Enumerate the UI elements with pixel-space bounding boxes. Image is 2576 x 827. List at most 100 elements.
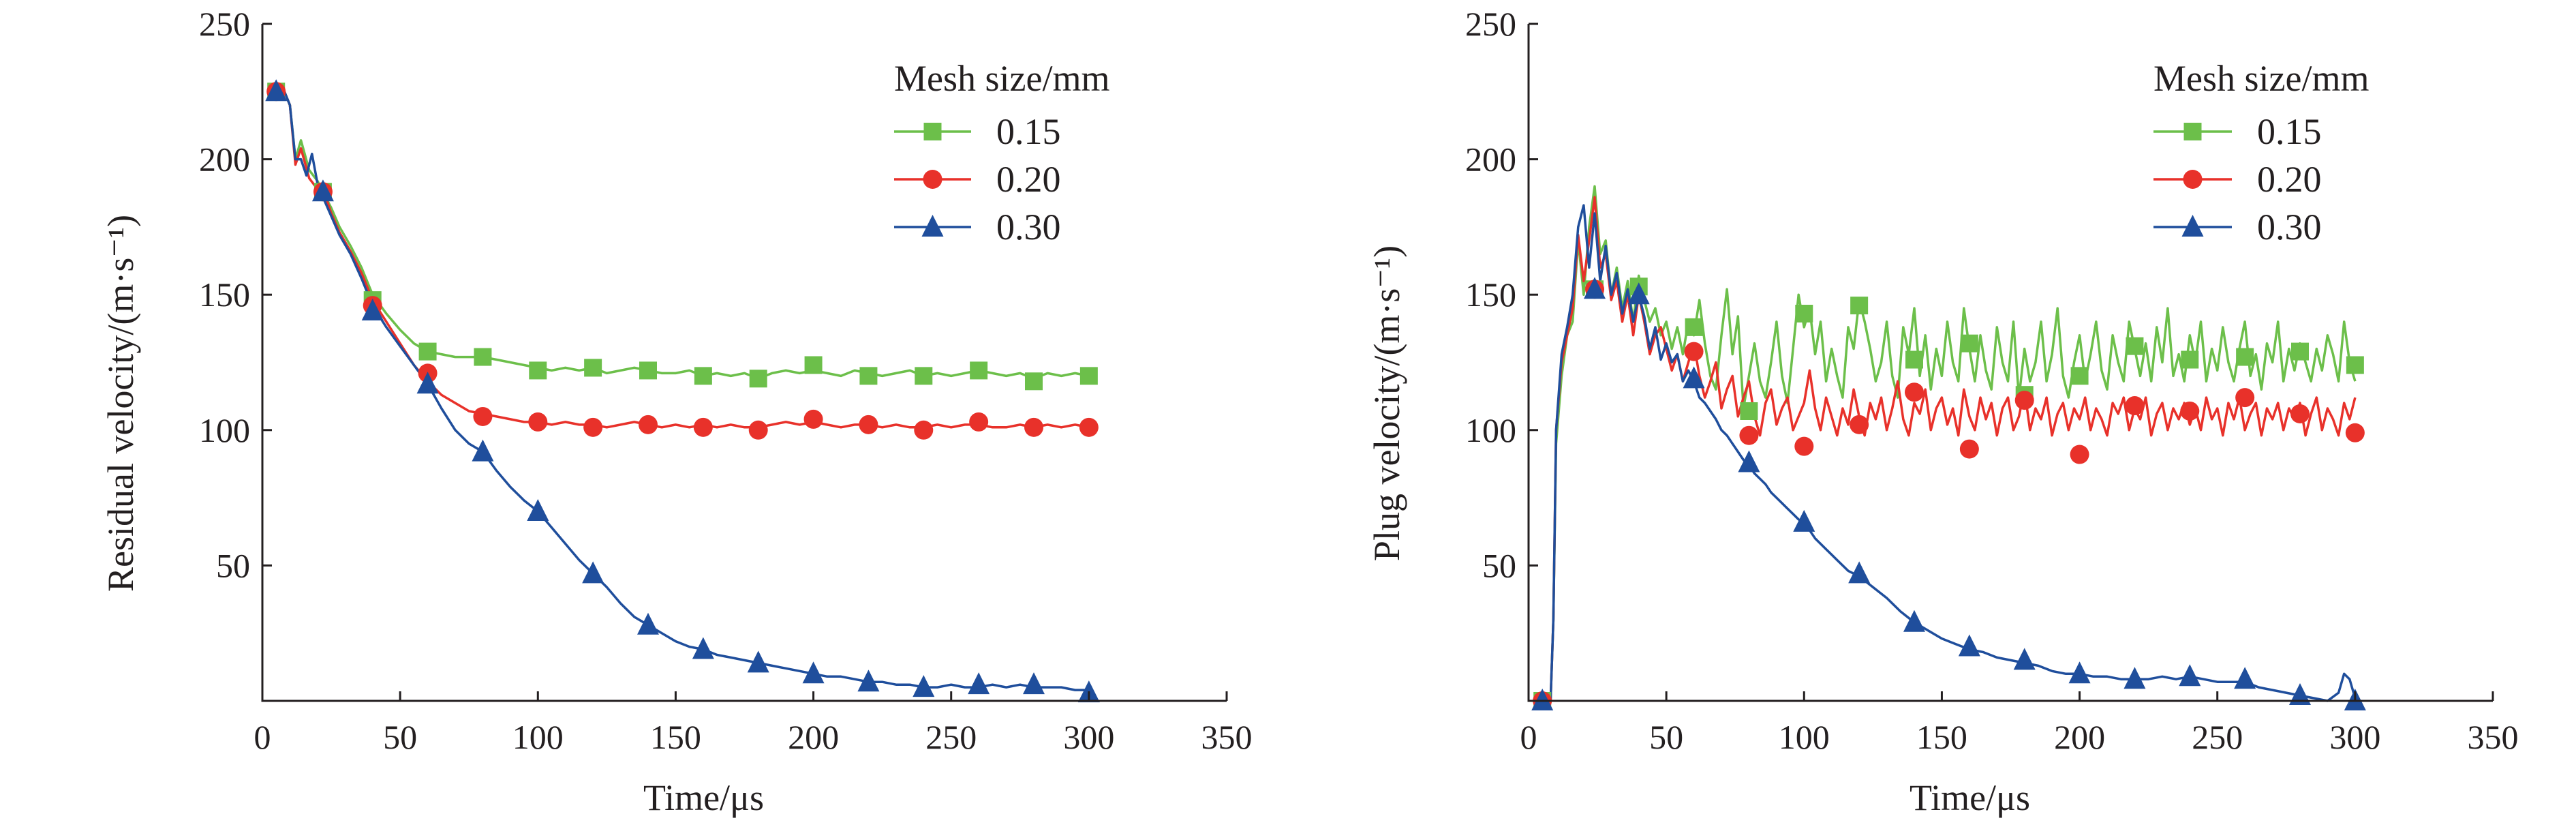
data-point-0.15-6 <box>584 359 602 377</box>
data-point-0.20-15 <box>1079 417 1099 437</box>
data-point-0.20-7 <box>1959 439 1979 459</box>
data-point-0.20-11 <box>859 415 878 434</box>
data-point-0.30-0 <box>1531 689 1554 710</box>
y-tick-label: 200 <box>1465 140 1516 179</box>
chart-plug-velocity: 0 50 100 150 200 250 300 350 50 100 150 200 250 Time/… <box>1366 5 2519 818</box>
data-point-0.30-11 <box>857 670 880 692</box>
data-point-0.20-6 <box>583 417 603 437</box>
x-tick-label: 100 <box>512 718 564 756</box>
data-point-0.20-12 <box>914 420 934 440</box>
data-point-0.30-3 <box>416 372 439 394</box>
data-point-0.30-3 <box>1683 366 1705 389</box>
data-point-0.15-10 <box>2070 367 2089 385</box>
legend-label-0.30: 0.30 <box>2257 207 2322 247</box>
data-point-0.15-5 <box>1795 305 1813 323</box>
x-tick-label: 0 <box>1520 718 1537 756</box>
data-point-0.20-3 <box>1739 425 1759 445</box>
data-point-0.30-9 <box>2013 648 2036 670</box>
x-tick-label: 200 <box>2054 718 2105 756</box>
data-point-0.30-4 <box>1738 450 1760 472</box>
data-point-0.30-13 <box>968 672 990 695</box>
x-tick-label: 350 <box>1201 718 1253 756</box>
data-point-0.20-6 <box>1905 382 1924 402</box>
legend-label-0.30: 0.30 <box>996 207 1061 247</box>
data-point-0.20-9 <box>2070 445 2089 464</box>
data-point-0.30-9 <box>747 650 769 673</box>
data-point-0.15-14 <box>1025 372 1043 391</box>
legend-marker-0.20 <box>923 170 942 189</box>
x-tick-label: 200 <box>788 718 839 756</box>
data-point-0.15-7 <box>639 361 657 380</box>
data-point-0.30-1 <box>1584 277 1606 299</box>
data-point-0.30-10 <box>802 661 825 684</box>
data-point-0.30-14 <box>2289 683 2311 706</box>
y-tick-label: 50 <box>216 546 250 584</box>
y-tick-label: 150 <box>199 275 250 314</box>
data-point-0.15-7 <box>1905 350 1923 369</box>
data-point-0.20-4 <box>473 406 493 426</box>
legend-title: Mesh size/mm <box>2153 58 2369 99</box>
y-tick-label: 250 <box>199 5 250 43</box>
legend-title: Mesh size/mm <box>894 58 1109 99</box>
data-point-0.20-8 <box>2014 391 2034 410</box>
data-point-0.15-3 <box>418 342 437 361</box>
data-point-0.15-9 <box>749 370 767 388</box>
x-tick-label: 300 <box>2329 718 2380 756</box>
x-tick-label: 300 <box>1063 718 1114 756</box>
data-point-0.30-13 <box>2234 667 2256 689</box>
x-axis-title: Time/μs <box>1910 777 2030 818</box>
data-point-0.20-12 <box>2235 388 2255 408</box>
data-point-0.30-6 <box>1848 561 1871 584</box>
series-line-0.30 <box>276 90 1089 691</box>
legend-marker-0.30 <box>921 215 944 237</box>
data-point-0.15-12 <box>915 367 933 385</box>
data-point-0.30-12 <box>2179 664 2201 687</box>
legend-marker-0.20 <box>2183 170 2203 189</box>
y-tick-label: 150 <box>1465 275 1516 314</box>
x-axis-title: Time/μs <box>643 777 764 818</box>
y-axis-title: Residual velocity/(m·s⁻¹) <box>100 215 141 592</box>
data-point-0.30-11 <box>2123 667 2146 689</box>
x-tick-label: 100 <box>1779 718 1830 756</box>
data-point-0.30-7 <box>1903 610 1925 632</box>
data-point-0.30-10 <box>2068 661 2091 684</box>
data-point-0.20-11 <box>2180 401 2200 421</box>
data-point-0.15-10 <box>804 356 823 374</box>
data-point-0.15-15 <box>1079 367 1098 385</box>
data-point-0.30-4 <box>472 439 494 462</box>
data-point-0.30-6 <box>582 561 604 584</box>
series-line-0.20 <box>1542 196 2357 702</box>
y-tick-label: 250 <box>1465 5 1516 43</box>
legend-label-0.15: 0.15 <box>2257 111 2322 152</box>
legend: Mesh size/mm 0.15 0.20 0.30 <box>894 58 1109 247</box>
data-point-0.30-2 <box>1627 282 1650 305</box>
data-point-0.30-5 <box>1793 509 1815 532</box>
y-tick-label: 100 <box>1465 411 1516 449</box>
data-point-0.15-12 <box>2181 350 2199 369</box>
x-tick-label: 150 <box>650 718 701 756</box>
axes-frame <box>261 24 1227 702</box>
data-point-0.30-8 <box>692 637 714 659</box>
data-point-0.15-14 <box>2291 342 2309 361</box>
data-point-0.30-14 <box>1023 672 1045 695</box>
x-tick-label: 0 <box>254 718 271 756</box>
data-point-0.20-2 <box>1684 342 1704 361</box>
data-point-0.30-0 <box>265 79 288 102</box>
chart-residual-velocity: 0 50 100 150 200 250 300 350 50 100 150 200 250 Time/… <box>100 5 1253 818</box>
data-point-0.15-8 <box>694 367 712 385</box>
y-tick-label: 100 <box>199 411 250 449</box>
data-point-0.15-6 <box>1850 297 1869 315</box>
data-point-0.30-8 <box>1958 634 1980 657</box>
data-point-0.20-10 <box>2125 396 2145 416</box>
x-tick-label: 350 <box>2468 718 2519 756</box>
series-line-0.15 <box>1542 185 2357 702</box>
x-tick-label: 50 <box>1649 718 1683 756</box>
data-point-0.15-13 <box>2236 348 2254 366</box>
legend-marker-0.15 <box>2183 123 2202 140</box>
data-point-0.15-3 <box>1685 318 1703 336</box>
data-point-0.15-15 <box>2346 356 2364 374</box>
series-line-0.30 <box>1542 204 2357 702</box>
data-point-0.15-11 <box>2126 337 2144 355</box>
data-point-0.20-14 <box>2345 423 2365 442</box>
data-point-0.20-4 <box>1794 436 1814 456</box>
